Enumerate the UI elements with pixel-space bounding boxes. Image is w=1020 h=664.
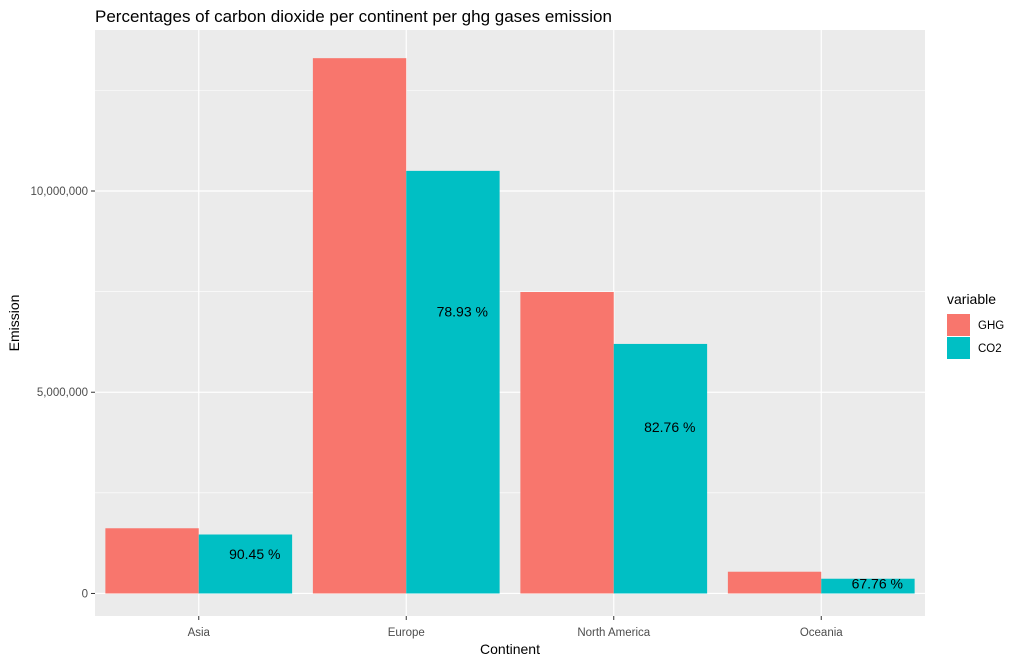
y-tick-label: 0 [82,588,88,600]
legend-key-co2 [947,337,970,359]
x-tick-label: Europe [388,627,425,639]
legend: variable GHG CO2 [947,291,1004,359]
legend-label-co2: CO2 [978,343,1002,355]
bar-co2-asia [198,534,293,594]
chart-title: Percentages of carbon dioxide per contin… [95,7,612,26]
x-axis: Asia Europe North America Oceania [188,616,843,639]
x-tick-label: Oceania [800,627,843,639]
bar-co2-oceania [821,578,915,594]
plot-panel [95,30,925,616]
y-tick-label: 10,000,000 [30,186,88,198]
y-tick-label: 5,000,000 [37,387,88,399]
bar-ghg-north-america [520,292,614,594]
bars [105,58,915,594]
y-axis: 0 5,000,000 10,000,000 [30,186,95,600]
legend-key-ghg [947,314,970,336]
bar-co2-europe [406,170,500,594]
data-label: 67.76 % [852,576,903,592]
y-axis-title: Emission [6,295,22,352]
bar-ghg-oceania [727,571,822,594]
data-label: 90.45 % [229,546,280,562]
data-label: 78.93 % [437,304,488,320]
x-tick-label: Asia [188,627,211,639]
data-label: 82.76 % [644,419,695,435]
bar-co2-north-america [613,343,708,594]
x-tick-label: North America [577,627,650,639]
data-labels: 90.45 % 78.93 % 82.76 % 67.76 % [229,304,903,592]
legend-label-ghg: GHG [978,320,1004,332]
bar-ghg-asia [105,528,199,594]
x-axis-title: Continent [480,641,540,657]
legend-title: variable [947,291,996,307]
bar-ghg-europe [312,58,407,594]
